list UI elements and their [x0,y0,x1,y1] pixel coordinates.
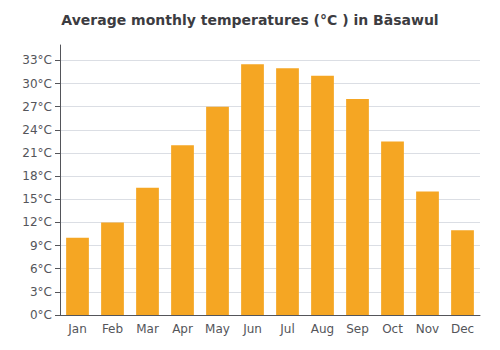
svg-text:Average monthly temperatures (: Average monthly temperatures (°C ) in Bā… [61,12,438,28]
svg-text:27°C: 27°C [22,100,52,114]
svg-text:Mar: Mar [136,322,159,336]
svg-text:Sep: Sep [346,322,369,336]
svg-text:Jan: Jan [67,322,87,336]
svg-text:21°C: 21°C [22,146,52,160]
svg-text:Apr: Apr [172,322,193,336]
svg-text:30°C: 30°C [22,77,52,91]
svg-text:3°C: 3°C [30,285,52,299]
svg-text:0°C: 0°C [30,308,52,322]
svg-text:Jun: Jun [242,322,262,336]
svg-text:May: May [205,322,230,336]
svg-text:18°C: 18°C [22,169,52,183]
svg-text:24°C: 24°C [22,123,52,137]
svg-text:Jul: Jul [279,322,294,336]
svg-text:Nov: Nov [416,322,439,336]
svg-text:Feb: Feb [102,322,123,336]
svg-text:Dec: Dec [451,322,474,336]
svg-text:15°C: 15°C [22,192,52,206]
svg-text:Aug: Aug [311,322,334,336]
svg-text:6°C: 6°C [30,262,52,276]
svg-text:33°C: 33°C [22,53,52,67]
svg-text:12°C: 12°C [22,215,52,229]
svg-text:Oct: Oct [382,322,403,336]
svg-text:9°C: 9°C [30,239,52,253]
